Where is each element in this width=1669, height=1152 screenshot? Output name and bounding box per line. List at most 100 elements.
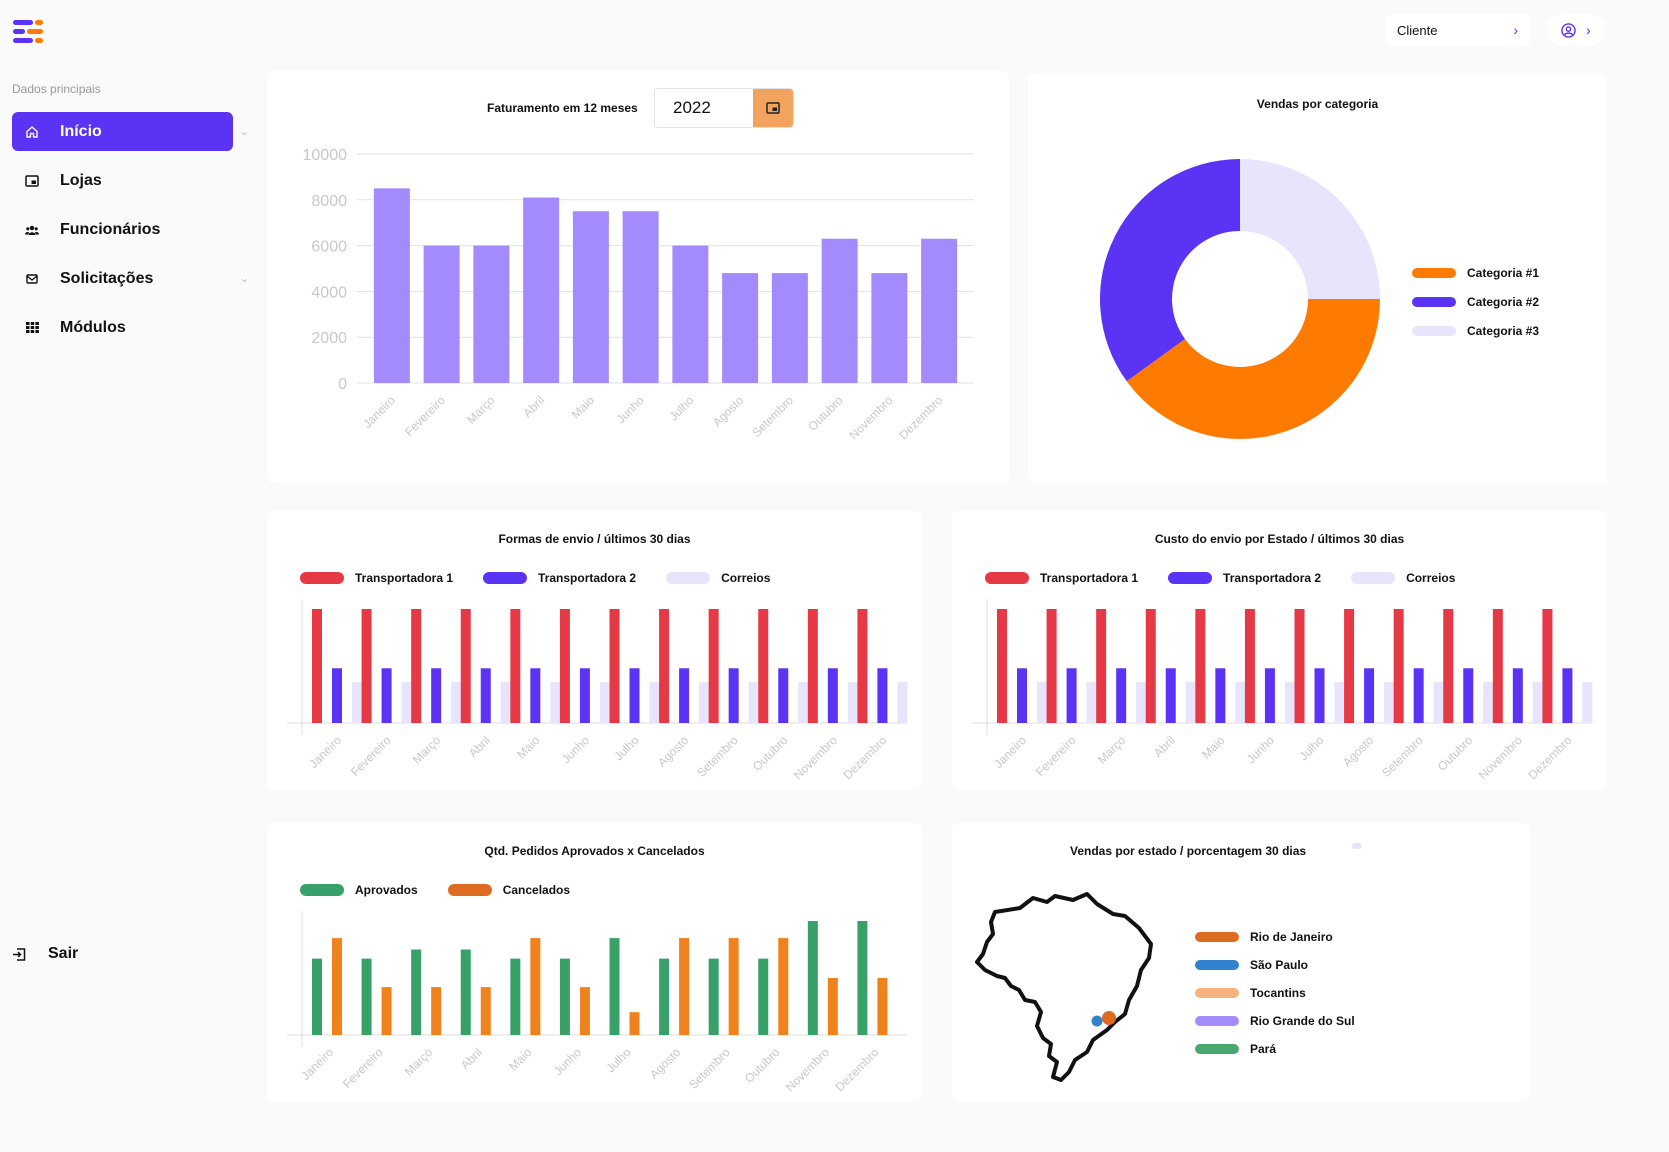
sidebar-item-inicio[interactable]: Início ⌄ [12, 112, 249, 151]
x-tick-label: Junho [551, 1045, 584, 1078]
series-bar [679, 938, 690, 1035]
y-tick-label: 10000 [303, 147, 348, 164]
legend-item: Pará [1195, 1042, 1355, 1056]
x-tick-label: Setembro [686, 1045, 733, 1092]
map-marker-rio-de-janeiro[interactable] [1102, 1011, 1116, 1025]
series-bar [728, 668, 739, 723]
series-bar [480, 668, 491, 723]
sidebar-item-funcionarios[interactable]: Funcionários [12, 210, 233, 249]
legend-label: Correios [1406, 571, 1456, 585]
series-bar [1284, 681, 1295, 723]
legend-label: Cancelados [502, 883, 571, 897]
series-bar [1165, 668, 1176, 723]
series-bar [807, 921, 818, 1035]
client-label: Cliente [1397, 22, 1438, 38]
series-bar [1334, 681, 1345, 723]
sidebar-nav: Início ⌄ Lojas Funcionários Solicitações… [12, 112, 249, 357]
y-tick-label: 4000 [311, 284, 347, 301]
series-bar [649, 681, 660, 723]
x-tick-label: Julho [1296, 733, 1326, 763]
series-bar [559, 609, 570, 723]
series-bar [659, 609, 670, 723]
series-bar [728, 938, 739, 1035]
y-tick-label: 8000 [311, 193, 347, 210]
logout-label: Sair [48, 945, 79, 962]
mail-icon [24, 271, 40, 287]
series-bar [827, 668, 838, 723]
map-marker-sao-paulo[interactable] [1091, 1015, 1103, 1027]
y-tick-label: 2000 [311, 330, 347, 347]
series-bar [530, 938, 541, 1035]
legend-swatch [300, 572, 344, 584]
x-tick-label: Agosto [655, 733, 692, 770]
sidebar-item-modulos[interactable]: Módulos [12, 308, 233, 347]
legend-item: Transportadora 1 [300, 571, 453, 585]
logout-icon [13, 947, 26, 961]
series-bar [1532, 681, 1543, 723]
series-bar [411, 949, 422, 1035]
series-bar [599, 681, 610, 723]
x-tick-label: Dezembro [1525, 733, 1574, 782]
logout-button[interactable]: Sair [12, 945, 78, 963]
revenue-bar [473, 245, 510, 383]
legend-item: São Paulo [1195, 958, 1355, 972]
shipping-methods-title: Formas de envio / últimos 30 dias [498, 532, 691, 546]
sidebar-item-label: Solicitações [60, 269, 154, 287]
x-tick-label: Julho [603, 1045, 633, 1075]
series-bar [1235, 681, 1246, 723]
revenue-bar [722, 273, 759, 383]
legend-label: Rio Grande do Sul [1250, 1014, 1355, 1028]
user-menu-button[interactable]: › [1547, 14, 1605, 46]
donut-slice [1240, 159, 1380, 299]
legend-item: Rio Grande do Sul [1195, 1014, 1355, 1028]
year-picker-button[interactable] [753, 89, 793, 127]
sidebar-item-lojas[interactable]: Lojas [12, 161, 233, 200]
series-bar [530, 668, 541, 723]
series-bar [857, 921, 868, 1035]
series-bar [1443, 609, 1454, 723]
sidebar-item-solicitacoes[interactable]: Solicitações ⌄ [12, 259, 249, 298]
x-tick-label: Maio [514, 733, 543, 762]
revenue-bar [921, 238, 958, 383]
series-bar [559, 958, 570, 1035]
client-selector[interactable]: Cliente › [1385, 14, 1530, 46]
series-bar [708, 609, 719, 723]
series-bar [451, 681, 462, 723]
series-bar [1542, 609, 1553, 723]
y-tick-label: 0 [338, 376, 347, 393]
shipping-methods-chart: Janeiro Fevereiro Março Abril Maio Junho Julho… [287, 599, 908, 782]
legend-swatch [1195, 960, 1239, 970]
legend-label: Transportadora 2 [538, 571, 637, 585]
legend-item: Rio de Janeiro [1195, 930, 1355, 944]
revenue-bar [672, 245, 709, 383]
legend-swatch [300, 884, 344, 896]
legend-swatch [447, 884, 492, 896]
year-selector[interactable]: 2022 [654, 88, 794, 128]
series-bar [381, 987, 392, 1035]
x-tick-label: Janeiro [306, 733, 344, 771]
x-tick-label: Maio [506, 1045, 535, 1074]
shipping-cost-chart: Janeiro Fevereiro Março Abril Maio Junho Julho… [972, 599, 1593, 782]
legend-swatch [1195, 988, 1239, 998]
revenue-bar [373, 188, 410, 383]
shipping-methods-legend: Transportadora 1 Transportadora 2 Correi… [300, 571, 770, 585]
x-tick-label: Novembro [783, 1045, 832, 1094]
series-bar [352, 681, 362, 723]
x-tick-label: Outubro [805, 393, 846, 434]
x-tick-label: Maio [569, 393, 598, 422]
series-bar [778, 938, 789, 1035]
series-bar [1492, 609, 1503, 723]
series-bar [550, 681, 561, 723]
x-tick-label: Março [402, 1045, 436, 1079]
donut-slice [1126, 299, 1380, 440]
series-bar [332, 668, 342, 723]
series-bar [997, 609, 1007, 723]
legend-label: Categoria #3 [1467, 324, 1540, 338]
legend-item: Correios [1351, 571, 1455, 585]
legend-swatch [1195, 1044, 1239, 1054]
legend-item: Tocantins [1195, 986, 1355, 1000]
series-bar [431, 668, 442, 723]
series-bar [510, 609, 521, 723]
x-tick-label: Março [464, 393, 498, 427]
x-tick-label: Janeiro [360, 393, 398, 431]
